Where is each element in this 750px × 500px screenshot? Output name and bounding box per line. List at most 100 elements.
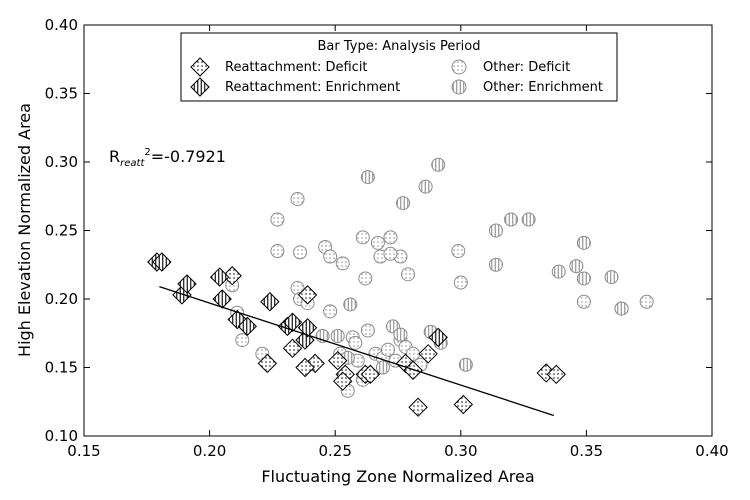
data-point-other-deficit [451,244,466,259]
legend-entry-other-deficit: Other: Deficit [451,59,570,75]
data-point-reattachment-deficit [360,364,381,385]
legend-marker-reattachment-enrichment [190,77,210,97]
y-tick-label: 0.40 [45,16,78,34]
data-point-other-deficit [453,275,468,290]
data-point-other-enrichment [614,301,629,316]
data-point-other-deficit [401,267,416,282]
data-point-other-deficit [335,256,350,271]
data-point-reattachment-deficit [257,353,278,374]
data-point-reattachment-enrichment [152,252,172,272]
legend-label-reattachment-enrichment: Reattachment: Enrichment [225,80,400,95]
data-point-other-enrichment [551,264,566,279]
data-point-other-enrichment [569,259,584,274]
y-tick-label: 0.10 [45,427,78,445]
legend-title: Bar Type: Analysis Period [318,39,481,54]
series-reattachment-enrichment [147,252,448,350]
data-point-reattachment-enrichment [237,316,257,337]
r-squared-superscript: 2 [144,147,150,158]
data-point-other-deficit [383,246,398,261]
data-point-other-enrichment [488,257,503,272]
axis-ticks: 0.15 0.20 0.25 0.30 0.35 0.400.100.150.200.25… [45,16,729,460]
legend-entry-reattachment-deficit: Reattachment: Deficit [190,57,368,77]
data-point-reattachment-deficit [282,338,303,359]
x-tick-label: 0.40 [695,442,728,460]
data-point-reattachment-enrichment [177,274,197,294]
data-point-other-enrichment [458,357,473,372]
data-point-other-deficit [293,245,308,260]
data-point-other-deficit [348,335,363,350]
data-point-other-enrichment [576,235,591,250]
data-point-other-enrichment [488,223,503,238]
data-point-reattachment-deficit [295,357,315,378]
y-tick-label: 0.25 [45,222,78,240]
data-point-other-deficit [576,294,591,309]
data-point-reattachment-enrichment [297,318,318,338]
data-point-other-enrichment [604,270,619,285]
x-axis-label: Fluctuating Zone Normalized Area [261,467,534,486]
data-point-other-deficit [323,304,338,319]
points-layer [147,157,654,417]
legend-entry-other-enrichment: Other: Enrichment [451,79,603,95]
data-point-reattachment-deficit [408,397,428,417]
data-point-other-deficit [235,333,250,348]
x-tick-label: 0.35 [570,442,603,460]
y-axis-label: High Elevation Normalized Area [15,103,34,357]
legend-marker-reattachment-deficit [190,57,210,77]
data-point-other-enrichment [396,196,411,211]
data-point-reattachment-enrichment [212,289,232,309]
legend-entry-reattachment-enrichment: Reattachment: Enrichment [190,77,400,97]
y-tick-label: 0.15 [45,359,78,377]
legend-label-other-deficit: Other: Deficit [483,60,570,75]
data-point-other-enrichment [375,360,390,375]
data-point-other-deficit [360,323,375,338]
y-tick-label: 0.30 [45,153,78,171]
legend-label-other-enrichment: Other: Enrichment [483,80,603,95]
data-point-reattachment-enrichment [282,312,303,332]
data-point-other-enrichment [393,327,408,342]
data-point-other-deficit [639,294,654,309]
r-squared-prefix: R [109,147,120,166]
legend-box [180,32,618,102]
x-tick-label: 0.15 [67,442,100,460]
x-tick-label: 0.30 [444,442,477,460]
data-point-other-deficit [370,235,385,250]
data-point-other-deficit [290,191,305,206]
series-other-enrichment [315,157,629,375]
data-point-other-deficit [323,249,338,264]
data-point-reattachment-enrichment [260,292,280,312]
trendline [159,286,554,417]
data-point-other-enrichment [431,157,446,172]
data-point-other-deficit [355,230,370,245]
legend: Bar Type: Analysis Period Reattachment: … [180,32,618,102]
legend-label-reattachment-deficit: Reattachment: Deficit [225,60,368,75]
data-point-other-deficit [270,212,285,227]
data-point-reattachment-deficit [418,344,438,364]
data-point-reattachment-deficit [328,350,348,371]
x-tick-label: 0.25 [318,442,351,460]
data-point-other-enrichment [360,170,375,185]
data-point-other-enrichment [576,271,591,286]
data-point-reattachment-deficit [546,364,566,385]
data-point-reattachment-enrichment [209,267,230,287]
x-tick-label: 0.20 [193,442,226,460]
data-point-other-deficit [380,342,395,357]
data-point-other-enrichment [521,212,536,227]
data-point-reattachment-deficit [297,285,318,305]
data-point-other-enrichment [330,328,345,343]
r-squared-annotation: Rreatt2=-0.7921 [109,147,226,169]
legend-marker-other-enrichment [451,79,467,95]
data-point-other-deficit [383,230,398,245]
data-point-other-enrichment [343,297,358,312]
data-point-other-enrichment [418,179,433,194]
legend-marker-other-deficit [451,59,467,75]
y-tick-label: 0.20 [45,290,78,308]
series-reattachment-deficit [222,266,566,417]
r-squared-subscript: reatt [120,158,145,169]
data-point-other-deficit [270,244,285,259]
data-point-reattachment-deficit [453,394,474,415]
y-tick-label: 0.35 [45,85,78,103]
data-point-reattachment-enrichment [428,327,448,348]
data-point-other-deficit [358,271,373,286]
r-squared-value: =-0.7921 [151,147,226,166]
